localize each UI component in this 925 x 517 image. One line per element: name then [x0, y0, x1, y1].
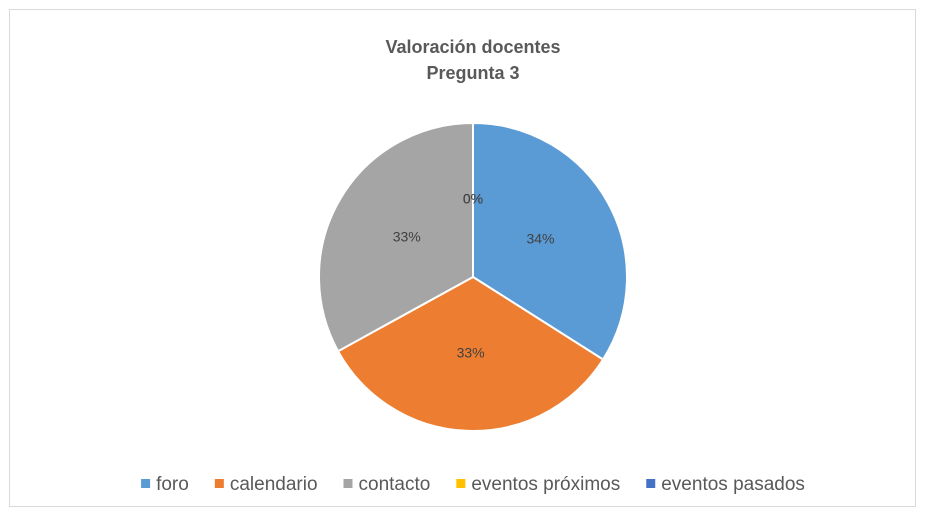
- legend-label: eventos pasados: [661, 474, 805, 495]
- chart-subtitle: Pregunta 3: [426, 63, 519, 83]
- legend-label: eventos próximos: [471, 474, 620, 495]
- legend-swatch: [343, 479, 353, 488]
- legend-swatch: [214, 479, 224, 488]
- chart-title: Valoración docentes: [385, 37, 560, 57]
- legend-label: calendario: [230, 474, 318, 495]
- data-label: 34%: [526, 231, 554, 247]
- data-label: 0%: [463, 191, 483, 207]
- data-label: 33%: [457, 345, 485, 361]
- legend-swatch: [141, 479, 151, 488]
- legend: foro calendario contacto eventos próximos ev…: [141, 474, 805, 495]
- data-label: 33%: [393, 229, 421, 245]
- legend-swatch: [646, 479, 656, 488]
- data-label: 0%: [463, 191, 483, 207]
- legend-swatch: [456, 479, 466, 488]
- legend-label: foro: [156, 474, 189, 495]
- pie-slice: [318, 122, 474, 353]
- legend-label: contacto: [359, 474, 431, 495]
